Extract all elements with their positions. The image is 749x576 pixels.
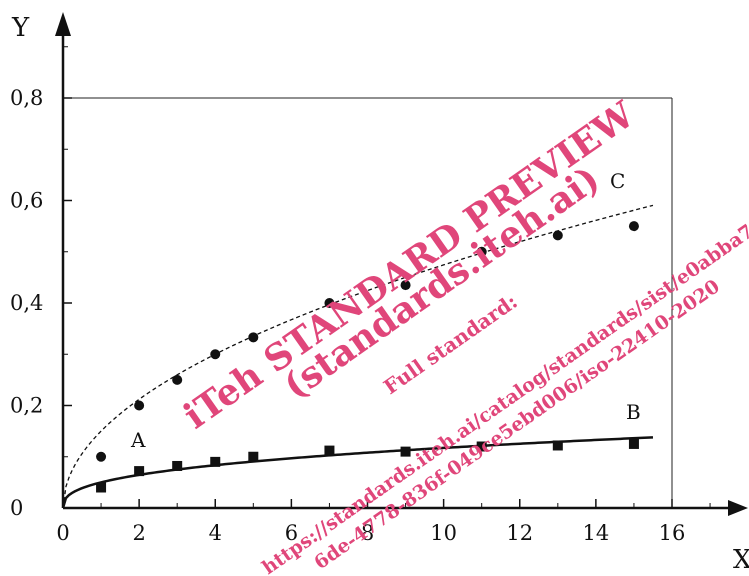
point-C	[324, 298, 335, 308]
point-B	[96, 482, 107, 493]
point-C	[628, 221, 639, 232]
x-tick-label: 2	[132, 521, 145, 545]
point-B	[172, 460, 183, 471]
x-axis-arrow-icon	[728, 500, 748, 516]
x-tick-label: 16	[659, 521, 686, 545]
trend-curve-C	[62, 204, 654, 509]
point-B	[134, 466, 145, 477]
annotation-C: C	[610, 169, 625, 193]
x-tick-label: 14	[583, 521, 610, 545]
y-tick-label: 0,4	[10, 291, 43, 315]
point-C	[172, 374, 183, 385]
x-tick-label: 10	[430, 521, 457, 545]
watermark: iTeh STANDARD PREVIEW (standards.iteh.ai…	[176, 93, 749, 576]
point-B	[248, 451, 259, 462]
x-tick-label: 0	[56, 521, 69, 545]
point-B	[210, 456, 221, 467]
y-tick-label: 0,8	[10, 86, 43, 110]
point-C	[248, 332, 259, 343]
y-tick-label: 0	[10, 496, 23, 520]
point-B	[628, 438, 639, 449]
point-C	[400, 280, 411, 291]
point-C	[96, 451, 107, 462]
y-axis-title: Y	[11, 13, 30, 43]
x-tick-label: 12	[506, 521, 533, 545]
point-C	[552, 230, 563, 241]
point-C	[476, 246, 487, 257]
annotation-B: B	[626, 400, 641, 424]
point-B	[400, 446, 411, 457]
point-B	[476, 441, 487, 452]
point-C	[134, 400, 145, 411]
x-tick-label: 4	[209, 521, 222, 545]
x-tick-label: 6	[285, 521, 298, 545]
x-tick-label: 8	[361, 521, 374, 545]
point-C	[210, 349, 221, 360]
annotation-A: A	[130, 428, 146, 452]
point-B	[324, 445, 335, 456]
y-tick-label: 0,6	[10, 189, 43, 213]
y-tick-label: 0,2	[10, 394, 43, 418]
y-axis-arrow-icon	[55, 12, 71, 36]
point-B	[552, 440, 563, 451]
x-axis-title: X	[733, 545, 749, 575]
